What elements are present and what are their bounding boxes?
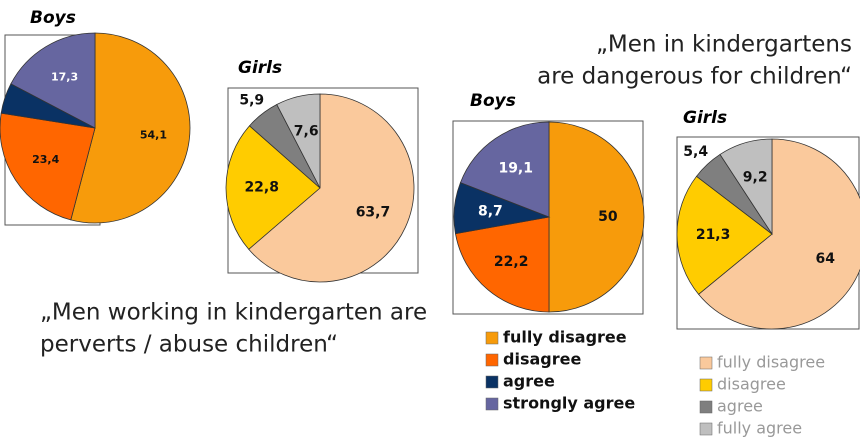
legend-label: agree <box>717 397 763 416</box>
data-label: 50 <box>598 209 618 225</box>
data-label: 21,3 <box>696 227 731 243</box>
pie-slice <box>248 93 415 283</box>
data-label: 5,9 <box>239 93 264 109</box>
pie-slice <box>719 138 773 236</box>
data-label: 17,3 <box>51 71 78 84</box>
data-label: 9,2 <box>743 170 768 186</box>
legend-swatch <box>485 397 499 411</box>
legend-label: fully agree <box>717 419 802 438</box>
legend-swatch <box>485 375 499 389</box>
data-label: 22,8 <box>244 180 279 196</box>
data-label: 7,6 <box>294 123 319 139</box>
pie-slice <box>676 175 773 295</box>
chart-title: Boys <box>30 8 76 28</box>
pie-slice <box>548 121 645 313</box>
chart-title: Boys <box>470 91 516 111</box>
caption: „Men in kindergartens <box>596 32 852 58</box>
data-label: 64 <box>816 251 836 267</box>
legend-swatch <box>699 356 713 370</box>
pie-slice <box>697 138 860 330</box>
legend-swatch <box>699 378 713 392</box>
data-label: 8,7 <box>478 203 503 219</box>
data-label: 22,2 <box>494 254 529 270</box>
pie-slice <box>0 112 96 221</box>
legend-swatch <box>485 331 499 345</box>
legend-swatch <box>485 353 499 367</box>
legend-swatch <box>699 400 713 414</box>
caption: „Men working in kindergarten are <box>40 300 427 326</box>
pie-slice <box>10 32 96 129</box>
pie-slice <box>455 216 550 313</box>
data-label: 63,7 <box>356 204 391 220</box>
chart-title: Girls <box>238 58 282 78</box>
legend-label: fully disagree <box>503 328 627 347</box>
pie-slice <box>225 125 321 250</box>
caption: are dangerous for children“ <box>537 64 852 90</box>
pie-slice <box>276 93 321 189</box>
caption: perverts / abuse children“ <box>40 332 338 358</box>
legend-label: agree <box>503 372 555 391</box>
pie-slice <box>459 121 550 218</box>
legend-label: strongly agree <box>503 394 635 413</box>
data-label: 19,1 <box>498 160 533 176</box>
data-label: 54,1 <box>140 129 167 142</box>
data-label: 23,4 <box>32 153 59 166</box>
data-label: 5,4 <box>683 144 708 160</box>
pie-slice <box>70 32 191 224</box>
chart-title: Girls <box>683 108 727 128</box>
legend-label: disagree <box>717 375 786 394</box>
legend-swatch <box>699 422 713 436</box>
legend-label: fully disagree <box>717 353 825 372</box>
legend-label: disagree <box>503 350 581 369</box>
